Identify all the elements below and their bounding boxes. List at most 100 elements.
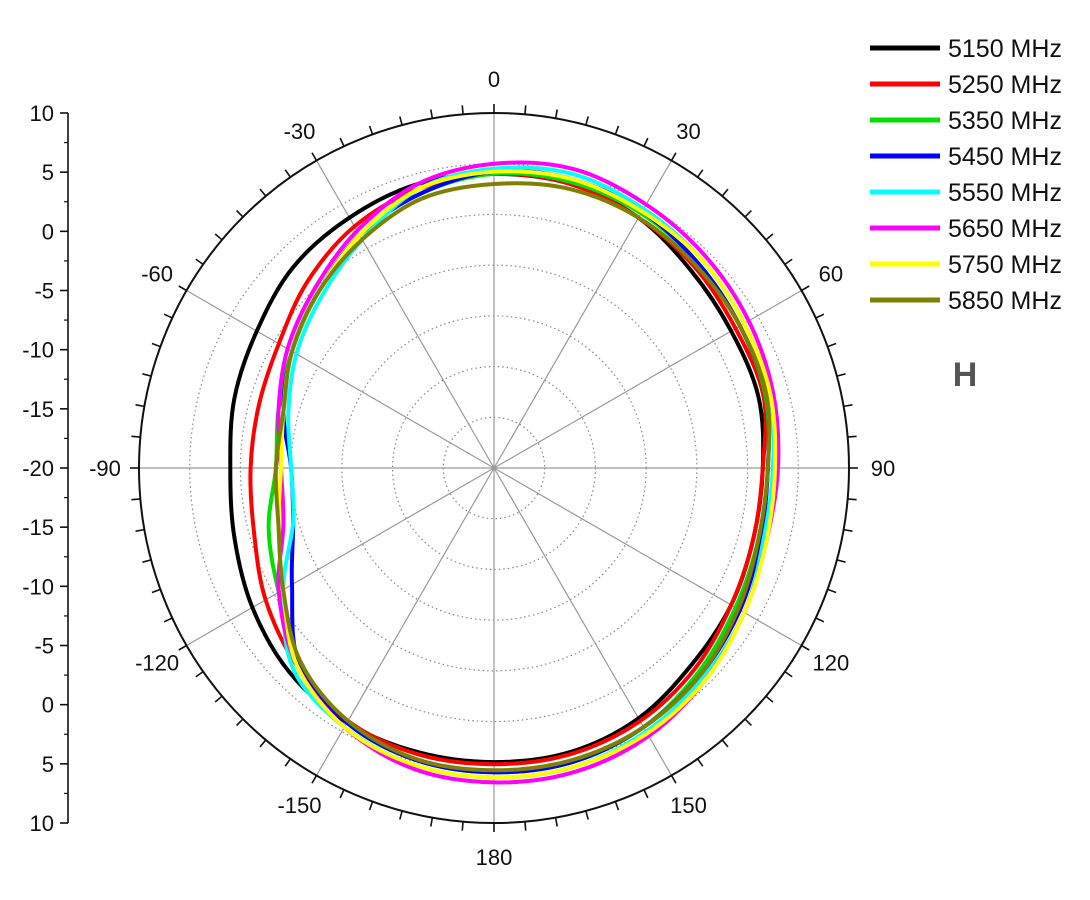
angle-tick-mark [643, 137, 649, 147]
angle-tick-mark [236, 718, 244, 726]
grid-spoke [493, 289, 802, 469]
angle-tick-mark [744, 210, 752, 218]
angle-tick-mark [430, 817, 434, 827]
angle-tick-label: -30 [284, 119, 316, 144]
radial-tick-label: -10 [22, 338, 54, 363]
series-line [228, 171, 766, 765]
grid-spoke [315, 160, 495, 469]
series-line [273, 181, 772, 773]
angle-tick-label: 90 [871, 456, 895, 481]
angle-tick-mark [368, 125, 374, 135]
angle-tick-mark [142, 373, 152, 377]
angle-tick-mark [765, 695, 774, 703]
angle-tick-mark [214, 695, 223, 703]
angle-tick-mark [461, 105, 464, 115]
angle-tick-mark [765, 233, 774, 241]
angle-tick-mark [524, 821, 527, 831]
angle-tick-label: 150 [670, 793, 707, 818]
angle-tick-mark [399, 116, 403, 126]
angle-tick-label: -150 [277, 793, 321, 818]
angle-tick-mark [815, 617, 825, 623]
radial-tick-label: 0 [42, 219, 54, 244]
angle-tick-label: -60 [141, 262, 173, 287]
legend-label: 5150 MHz [948, 35, 1062, 63]
angle-tick-mark [311, 152, 318, 161]
radial-tick-label: 5 [42, 160, 54, 185]
grid-spoke [493, 467, 802, 647]
angle-tick-mark [311, 775, 318, 784]
angle-tick-mark [178, 644, 187, 651]
angle-tick-mark [801, 285, 810, 292]
angle-tick-mark [614, 125, 620, 135]
angle-tick-mark [131, 498, 141, 501]
angle-tick-mark [195, 258, 204, 266]
angle-tick-mark [163, 313, 173, 319]
angle-tick-mark [142, 559, 152, 563]
radial-axis: 10 5 0 -5 -10 -15 -20 -15 -10 -5 0 5 10 [22, 101, 69, 836]
angle-tick-label: 0 [488, 67, 500, 92]
angle-tick-mark [670, 775, 677, 784]
angle-tick-mark [368, 801, 374, 811]
series-line [276, 169, 778, 780]
legend: 5150 MHz 5250 MHz 5350 MHz 5450 MHz 5550 MHz… [870, 35, 1062, 315]
legend-label: 5350 MHz [948, 107, 1062, 135]
series-lines [228, 160, 781, 785]
angle-tick-mark [614, 801, 620, 811]
angle-tick-mark [151, 342, 161, 348]
angle-tick-mark [163, 617, 173, 623]
legend-label: 5250 MHz [948, 71, 1062, 99]
angle-tick-mark [151, 588, 161, 594]
angle-tick-mark [399, 810, 403, 820]
angle-tick-mark [643, 789, 649, 799]
grid-spoke [493, 160, 673, 469]
angle-tick-label: 180 [476, 845, 513, 870]
angle-tick-mark [696, 169, 704, 178]
angle-tick-mark [259, 739, 267, 748]
angle-tick-label: 60 [819, 262, 843, 287]
radial-tick-label: 0 [42, 693, 54, 718]
angle-tick-mark [236, 210, 244, 218]
angle-tick-mark [815, 313, 825, 319]
angle-tick-mark [843, 404, 853, 408]
angle-tick-mark [135, 528, 145, 532]
angle-tick-mark [721, 188, 729, 197]
legend-label: 5850 MHz [948, 287, 1062, 315]
angle-tick-mark [461, 821, 464, 831]
legend-label: 5550 MHz [948, 179, 1062, 207]
angle-tick-mark [843, 528, 853, 532]
radial-tick-label: -20 [22, 456, 54, 481]
angle-tick-labels: 0 30 60 90 120 150 180 -150 -120 -90 -60 -30 [89, 67, 895, 870]
angle-tick-mark [827, 588, 837, 594]
angle-tick-mark [721, 739, 729, 748]
angle-tick-mark [585, 116, 589, 126]
angle-tick-mark [284, 758, 292, 767]
polar-grid [130, 104, 858, 832]
grid-spoke [493, 467, 673, 776]
angle-tick-mark [670, 152, 677, 161]
legend-label: 5650 MHz [948, 215, 1062, 243]
angle-tick-mark [847, 435, 857, 438]
angle-tick-mark [259, 188, 267, 197]
angle-tick-mark [585, 810, 589, 820]
angle-tick-mark [284, 169, 292, 178]
radial-tick-label: 5 [42, 752, 54, 777]
angle-tick-mark [430, 109, 434, 119]
angle-tick-mark [131, 435, 141, 438]
angle-tick-mark [339, 789, 345, 799]
angle-tick-mark [214, 233, 223, 241]
angle-tick-mark [847, 498, 857, 501]
angle-tick-mark [135, 404, 145, 408]
legend-label: 5750 MHz [948, 251, 1062, 279]
radial-tick-label: -10 [22, 574, 54, 599]
radial-tick-label: -15 [22, 397, 54, 422]
grid-spoke [186, 289, 495, 469]
angle-tick-label: -120 [135, 651, 179, 676]
angle-tick-mark [339, 137, 345, 147]
grid-spoke [186, 467, 495, 647]
angle-tick-mark [554, 817, 558, 827]
series-line [248, 171, 768, 767]
legend-label: 5450 MHz [948, 143, 1062, 171]
angle-tick-mark [195, 670, 204, 678]
angle-tick-label: 120 [813, 651, 850, 676]
